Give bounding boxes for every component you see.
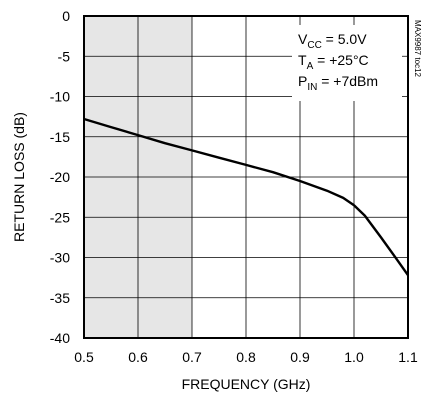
series-line: [83, 117, 409, 276]
annotation-line: TA = +25°C: [298, 52, 369, 72]
x-tick-label: 0.8: [236, 349, 256, 365]
y-tick-label: -10: [50, 89, 70, 105]
y-tick-label: -20: [50, 169, 70, 185]
plot-frame: [83, 15, 409, 339]
y-tick-label: -40: [50, 330, 70, 346]
x-tick-label: 0.7: [182, 349, 202, 365]
series-layer: [83, 117, 409, 276]
x-tick-label: 1.1: [398, 349, 418, 365]
x-tick-label: 0.6: [128, 349, 148, 365]
y-tick-labels: 0 -5 -10 -15 -20 -25 -30 -35 -40: [50, 8, 70, 346]
x-axis-label: FREQUENCY (GHz): [182, 376, 311, 392]
annotation-line: PIN = +7dBm: [298, 73, 378, 93]
annotation-line: VCC = 5.0V: [298, 31, 367, 51]
annotation-background: [292, 25, 402, 101]
y-tick-label: -35: [50, 290, 70, 306]
x-tick-labels: 0.5 0.6 0.7 0.8 0.9 1.0 1.1: [74, 349, 418, 365]
x-tick-label: 0.5: [74, 349, 94, 365]
y-tick-label: -15: [50, 129, 70, 145]
y-tick-label: -25: [50, 209, 70, 225]
y-axis-label: RETURN LOSS (dB): [11, 112, 27, 242]
y-tick-label: -5: [58, 48, 71, 64]
x-tick-label: 1.0: [344, 349, 364, 365]
y-tick-label: -30: [50, 250, 70, 266]
figure-id-watermark: MAX9987 toc12: [413, 20, 422, 77]
y-tick-label: 0: [62, 8, 70, 24]
x-tick-label: 0.9: [290, 349, 310, 365]
